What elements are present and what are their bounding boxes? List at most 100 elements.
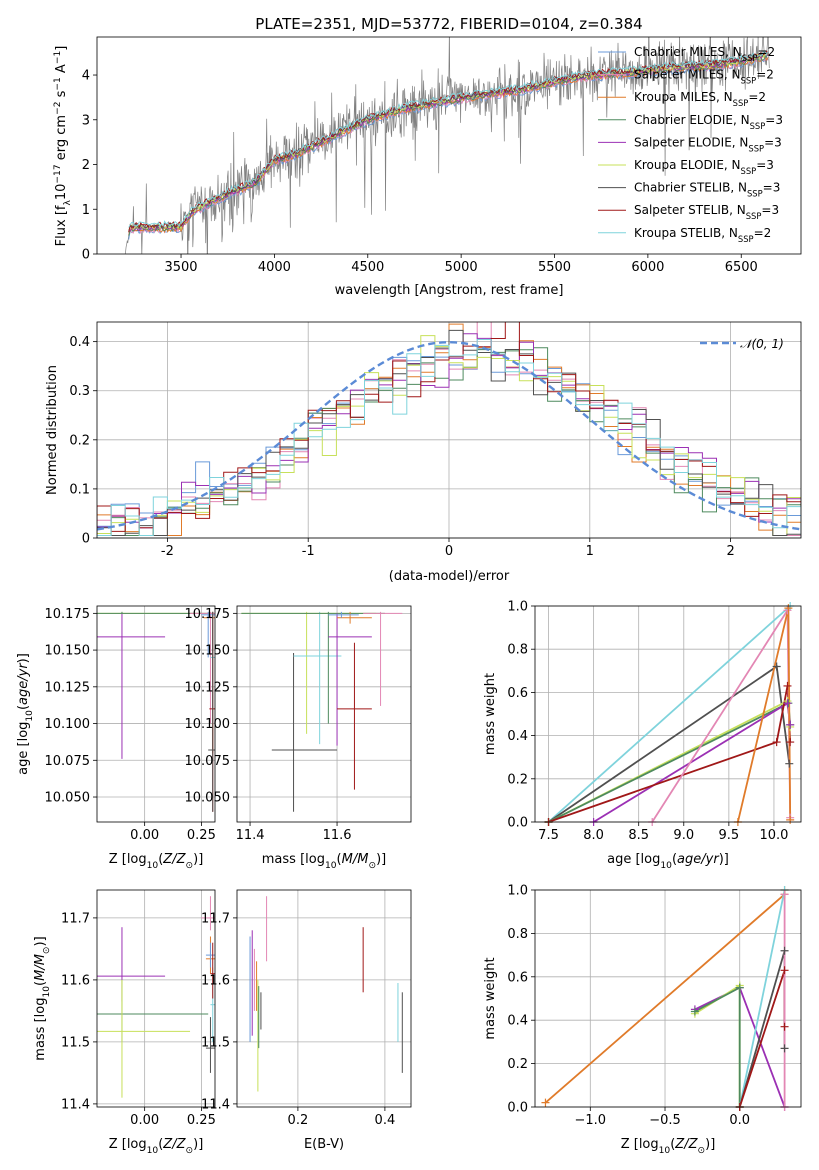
y-tick-label: 11.5	[201, 1035, 230, 1050]
y-tick-label: 0.4	[69, 335, 90, 350]
y-tick-label: 0.1	[69, 482, 90, 497]
x-tick-label: −0.5	[649, 1113, 681, 1128]
x-tick-label: 2	[726, 544, 734, 559]
x-tick-label: 3500	[164, 260, 197, 275]
y-tick-label: 2	[82, 158, 90, 173]
series-line-chabrier_elodie	[548, 701, 792, 822]
series-line-salpeter_miles	[651, 607, 792, 822]
plot-area	[547, 606, 792, 822]
series-marker-salpeter_miles	[780, 890, 789, 899]
y-tick-label: 11.5	[61, 1035, 90, 1050]
y-tick-label: 4	[82, 69, 90, 84]
series-marker-chabrier_stelib	[780, 946, 789, 955]
axes-frame	[96, 605, 216, 823]
plot-area	[241, 611, 403, 812]
x-tick-label: 0.0	[729, 1113, 750, 1128]
y-tick-label: 10.175	[185, 607, 231, 622]
series-marker-chabrier_stelib	[785, 759, 794, 768]
axes-frame	[534, 605, 802, 823]
plot-area	[124, 37, 770, 254]
x-tick-label: 0.25	[187, 1113, 216, 1128]
x-axis-label: age [log10(age/yr)]	[607, 852, 729, 871]
x-tick-label: 4000	[258, 260, 291, 275]
series-marker-salpeter_stelib	[786, 738, 795, 747]
series-marker-salpeter_stelib	[783, 681, 792, 690]
x-tick-label: 6000	[631, 260, 664, 275]
y-tick-label: 0.6	[507, 686, 528, 701]
series-line-kroupa_elodie	[694, 983, 741, 1107]
plot-area	[249, 896, 403, 1092]
x-tick-label: 6500	[725, 260, 758, 275]
legend-label-salpeter_stelib: Salpeter STELIB, NSSP=3	[634, 203, 779, 221]
y-tick-label: 11.7	[61, 911, 90, 926]
series-marker-kroupa_miles	[786, 815, 795, 824]
series-marker-chabrier_stelib	[780, 1044, 789, 1053]
y-tick-label: 1.0	[507, 884, 528, 899]
axes-spectrum: 3500 4000 4500 5000 5500 6000 6500 0 1 2 3 4	[82, 36, 802, 275]
x-tick-label: -2	[161, 544, 174, 559]
axes-frame	[96, 889, 216, 1108]
x-tick-label: 5000	[445, 260, 478, 275]
x-tick-label: 9.0	[673, 828, 694, 843]
series-line-chabrier_stelib	[738, 950, 786, 1107]
x-tick-label: 0	[445, 544, 453, 559]
y-axis-label: mass weight	[483, 673, 498, 755]
y-tick-label: 0.2	[507, 1057, 528, 1072]
series-marker-chabrier_stelib	[772, 662, 781, 671]
y-tick-label: 11.4	[201, 1097, 230, 1112]
x-axis-label: E(B-V)	[304, 1137, 344, 1152]
y-tick-label: 10.075	[45, 754, 91, 769]
x-tick-label: 0.4	[375, 1113, 396, 1128]
y-axis-label: age [log10(age/yr)]	[16, 653, 35, 775]
x-axis-label: wavelength [Angstrom, rest frame]	[335, 283, 564, 298]
y-tick-label: 10.050	[185, 791, 231, 806]
legend-label-kroupa_miles: Kroupa MILES, NSSP=2	[634, 90, 766, 108]
legend-label-salpeter_miles: Salpeter MILES, NSSP=2	[634, 68, 774, 86]
axes-weight_vs_age: 7.5 8.0 8.5 9.0 9.5 10.0 0.0 0.2 0.4 0.6 0.8 1.0	[507, 600, 802, 843]
y-tick-label: 11.6	[61, 973, 90, 988]
y-axis-label: Normed distribution	[45, 365, 60, 495]
legend-label-chabrier_elodie: Chabrier ELODIE, NSSP=3	[634, 113, 783, 131]
y-tick-label: 10.075	[185, 754, 231, 769]
series-marker-salpeter_stelib	[780, 1022, 789, 1031]
x-tick-label: 11.6	[323, 828, 352, 843]
y-tick-label: 10.125	[45, 680, 91, 695]
series-line-kroupa_stelib	[738, 890, 786, 1107]
series-marker-salpeter_elodie	[783, 699, 792, 708]
series-line-salpeter_stelib	[738, 970, 786, 1107]
y-tick-label: 10.150	[185, 644, 231, 659]
series-line-kroupa_stelib	[547, 606, 791, 822]
gaussian-curve	[97, 340, 801, 531]
legend-label-chabrier_stelib: Chabrier STELIB, NSSP=3	[634, 181, 780, 199]
axes-frame	[96, 36, 802, 255]
y-tick-label: 1	[82, 203, 90, 218]
y-tick-label: 11.4	[61, 1097, 90, 1112]
x-tick-label: 7.5	[538, 828, 559, 843]
y-tick-label: 0.0	[507, 1101, 528, 1116]
x-tick-label: 0.2	[288, 1113, 309, 1128]
series-marker-chabrier_elodie	[735, 983, 744, 992]
x-axis-label: Z [log10(Z/Z⊙)]	[109, 1137, 204, 1156]
x-tick-label: -1	[302, 544, 315, 559]
x-tick-label: 10.0	[759, 828, 788, 843]
y-tick-label: 0.4	[507, 729, 528, 744]
series-marker-kroupa_miles	[784, 604, 793, 613]
y-tick-label: 10.100	[185, 717, 231, 732]
y-tick-label: 0	[82, 248, 90, 263]
x-tick-label: 5500	[538, 260, 571, 275]
series-marker-kroupa_miles	[541, 1098, 550, 1107]
axes-frame	[236, 889, 412, 1108]
y-tick-label: 10.150	[45, 644, 91, 659]
y-tick-label: 10.100	[45, 717, 91, 732]
x-tick-label: −1.0	[575, 1113, 607, 1128]
y-axis-label: Flux [fλ10−17 erg cm−2 s−1 A−1]	[53, 46, 73, 247]
x-tick-label: 1	[586, 544, 594, 559]
x-tick-label: 8.0	[583, 828, 604, 843]
x-axis-label: Z [log10(Z/Z⊙)]	[621, 1137, 716, 1156]
legend-label-kroupa_elodie: Kroupa ELODIE, NSSP=3	[634, 158, 774, 176]
series-marker-chabrier_elodie	[690, 1007, 699, 1016]
legend-label-chabrier_miles: Chabrier MILES, NSSP=2	[634, 45, 775, 63]
x-tick-label: 11.4	[236, 828, 265, 843]
plot-area	[97, 611, 215, 812]
